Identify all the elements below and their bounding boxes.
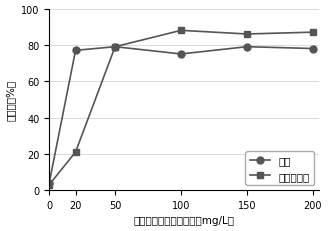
- 浊度: [73, 50, 77, 52]
- Y-axis label: 去除率（%）: 去除率（%）: [6, 79, 15, 120]
- 铜绿微囊藻: [73, 151, 77, 154]
- 铜绿微囊藻: [245, 33, 249, 36]
- 浊度: [113, 46, 117, 49]
- Line: 铜绿微囊藻: 铜绿微囊藻: [46, 28, 316, 188]
- 浊度: [179, 53, 183, 56]
- 铜绿微囊藻: [113, 46, 117, 49]
- 浊度: [245, 46, 249, 49]
- 浊度: [311, 48, 315, 51]
- Line: 浊度: 浊度: [46, 44, 316, 187]
- 铜绿微囊藻: [179, 30, 183, 33]
- 铜绿微囊藻: [47, 184, 51, 186]
- X-axis label: 三元复合絮凝剂投加量（mg/L）: 三元复合絮凝剂投加量（mg/L）: [134, 216, 235, 225]
- Legend: 浊度, 铜绿微囊藻: 浊度, 铜绿微囊藻: [245, 152, 314, 185]
- 铜绿微囊藻: [311, 32, 315, 34]
- 浊度: [47, 182, 51, 185]
